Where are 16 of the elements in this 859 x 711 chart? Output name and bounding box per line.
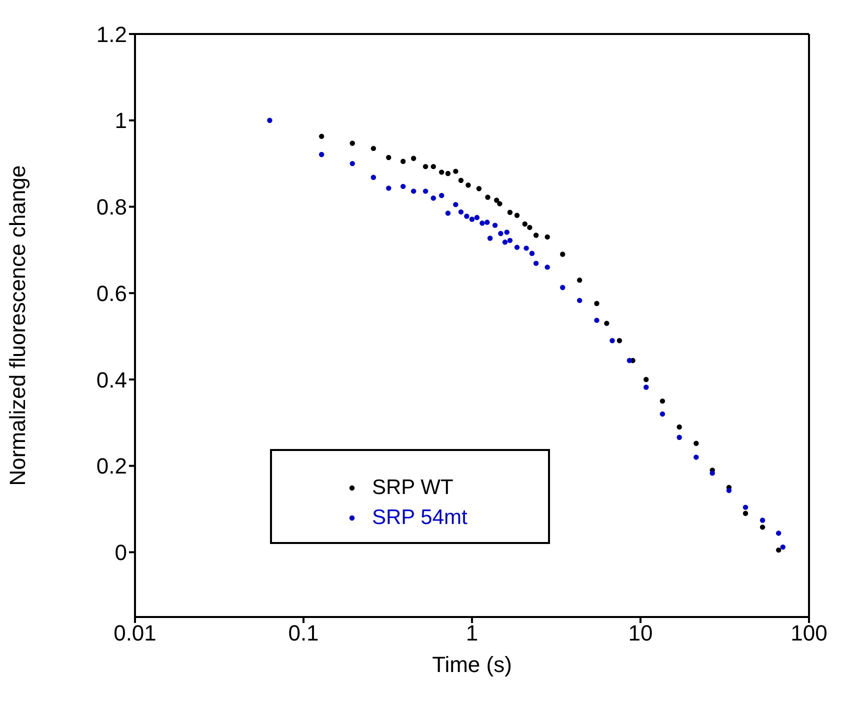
legend-label: SRP WT (372, 476, 454, 500)
x-tick-label: 100 (790, 620, 828, 646)
y-axis-title: Normalized fluorescence change (4, 165, 30, 486)
legend-label: SRP 54mt (372, 506, 468, 530)
y-tick-label: 0.2 (96, 454, 127, 479)
y-tick-label: 0.4 (96, 367, 127, 392)
x-tick-label: 0.01 (114, 620, 156, 646)
y-tick-label: 0.6 (96, 280, 127, 306)
y-tick-label: 0.8 (96, 194, 127, 220)
x-tick-label: 10 (628, 620, 653, 646)
y-tick-label: 1 (114, 108, 127, 134)
x-axis-title: Time (s) (432, 652, 512, 677)
x-tick-label: 1 (466, 620, 478, 646)
y-tick-label: 1.2 (96, 22, 127, 47)
x-tick-label: 0.1 (288, 620, 319, 646)
y-tick-label: 0 (114, 540, 127, 566)
